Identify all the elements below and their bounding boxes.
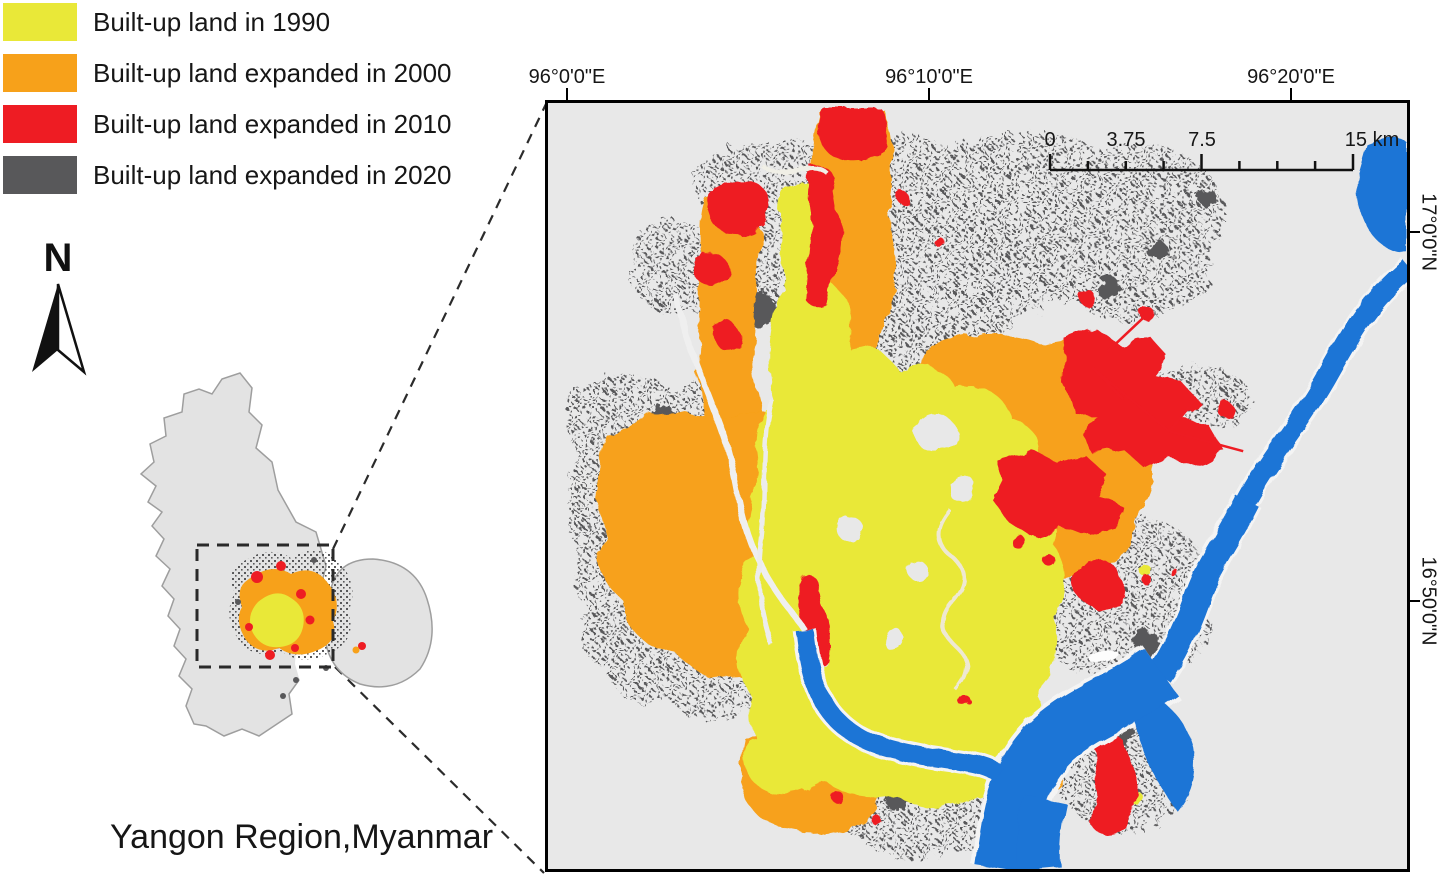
legend-label: Built-up land expanded in 2000 bbox=[93, 57, 452, 88]
scale-bar-ruler bbox=[1048, 154, 1355, 172]
north-arrow-label: N bbox=[43, 236, 73, 280]
longitude-tick bbox=[566, 88, 568, 101]
legend-item: Built-up land expanded in 2000 bbox=[3, 54, 452, 92]
scale-label-75: 7.5 bbox=[1188, 129, 1216, 151]
scale-label-0: 0 bbox=[1044, 129, 1055, 151]
longitude-label-96-0: 96°0'0"E bbox=[528, 66, 606, 88]
stream-lines bbox=[672, 163, 969, 692]
legend: Built-up land in 1990 Built-up land expa… bbox=[3, 3, 452, 207]
longitude-tick bbox=[1290, 88, 1292, 101]
legend-swatch-2020 bbox=[3, 156, 77, 194]
builtup-2010-layer bbox=[692, 106, 1236, 835]
river-island bbox=[1088, 650, 1119, 662]
longitude-label-96-10: 96°10'0"E bbox=[885, 66, 973, 88]
inset-core-1990 bbox=[249, 593, 304, 648]
inset-map bbox=[139, 372, 433, 737]
legend-item: Built-up land expanded in 2010 bbox=[3, 105, 452, 143]
legend-label: Built-up land expanded in 2010 bbox=[93, 108, 452, 139]
north-arrow-icon bbox=[32, 283, 87, 376]
legend-label: Built-up land in 1990 bbox=[93, 6, 331, 37]
legend-swatch-1990 bbox=[3, 3, 77, 41]
longitude-tick bbox=[928, 88, 930, 101]
inset-east-mark-2000 bbox=[352, 646, 360, 654]
legend-item: Built-up land expanded in 2020 bbox=[3, 156, 452, 194]
legend-swatch-2000 bbox=[3, 54, 77, 92]
water-layer bbox=[792, 138, 1407, 869]
latitude-tick bbox=[1407, 600, 1420, 602]
main-map bbox=[545, 100, 1410, 872]
scale-label-375: 3.75 bbox=[1107, 129, 1146, 151]
inset-core-2010 bbox=[245, 561, 366, 660]
inset-extent-rectangle bbox=[195, 543, 335, 669]
legend-swatch-2010 bbox=[3, 105, 77, 143]
inset-river-lower bbox=[296, 699, 310, 726]
scale-label-15km: 15 km bbox=[1345, 129, 1399, 151]
main-map-canvas bbox=[548, 103, 1407, 869]
figure-caption: Yangon Region,Myanmar bbox=[110, 818, 494, 856]
longitude-label-96-20: 96°20'0"E bbox=[1247, 66, 1335, 88]
legend-label: Built-up land expanded in 2020 bbox=[93, 159, 452, 190]
scale-bar: 0 3.75 7.5 15 km bbox=[1044, 129, 1399, 172]
red-road-links bbox=[1091, 314, 1244, 453]
legend-item: Built-up land in 1990 bbox=[3, 3, 452, 41]
connector-line-bottom bbox=[334, 666, 545, 874]
latitude-tick bbox=[1407, 231, 1420, 233]
